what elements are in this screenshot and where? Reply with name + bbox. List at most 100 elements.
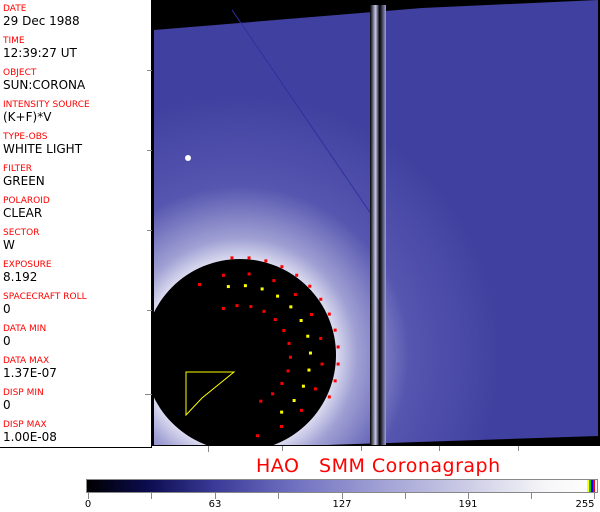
colorbar-tick-label: 127 [332, 499, 352, 510]
marker-dot [247, 272, 251, 276]
field-polaroid: POLAROID CLEAR [3, 196, 50, 220]
field-sector: SECTOR W [3, 228, 40, 252]
marker-dot [230, 256, 234, 260]
colorbar-tick [215, 493, 216, 499]
marker-dot [262, 309, 266, 313]
colorbar-tick [151, 493, 152, 499]
marker-dot [289, 305, 293, 309]
colorbar-overlay-green [589, 480, 591, 492]
occulter-pylon [370, 5, 386, 445]
field-label: TYPE-OBS [3, 132, 48, 142]
field-label: DATA MIN [3, 324, 47, 334]
axis-tick [439, 446, 440, 451]
marker-dot [319, 336, 323, 340]
field-value: W [3, 238, 15, 252]
marker-dot [301, 384, 305, 388]
field-value: 0 [3, 302, 11, 316]
colorbar-tick-label: 191 [458, 499, 478, 510]
marker-dot [292, 398, 296, 402]
field-label: EXPOSURE [3, 260, 52, 270]
marker-dot [336, 362, 340, 366]
field-time: TIME 12:39:27 UT [3, 36, 77, 60]
marker-dot [276, 294, 280, 298]
axis-tick [208, 446, 209, 452]
marker-dot [198, 282, 201, 286]
field-disp-min: DISP MIN 0 [3, 388, 44, 412]
coronagraph-image[interactable] [144, 0, 600, 451]
field-value: 0 [3, 334, 11, 348]
marker-dot [288, 355, 292, 359]
field-filter: FILTER GREEN [3, 164, 45, 188]
field-label: OBJECT [3, 68, 37, 78]
colorbar-overlay-blue [591, 480, 593, 492]
field-spacecraft-roll: SPACECRAFT ROLL 0 [3, 292, 87, 316]
field-label: INTENSITY SOURCE [3, 100, 90, 110]
marker-dot [327, 312, 331, 316]
field-exposure: EXPOSURE 8.192 [3, 260, 52, 284]
field-label: POLAROID [3, 196, 50, 206]
marker-dot [243, 284, 247, 288]
marker-dot [221, 273, 225, 277]
marker-dot [293, 293, 297, 297]
marker-dot [280, 265, 284, 269]
colorbar-tick-label: 63 [208, 499, 222, 510]
field-value: SUN:CORONA [3, 78, 86, 92]
field-label: SPACECRAFT ROLL [3, 292, 87, 302]
field-value: CLEAR [3, 206, 43, 220]
marker-dot [256, 434, 260, 438]
colorbar-overlay-red [593, 480, 595, 492]
marker-dot [260, 287, 264, 291]
field-label: SECTOR [3, 228, 40, 238]
marker-dot [273, 318, 277, 322]
marker-dot [247, 256, 251, 260]
field-disp-max: DISP MAX 1.00E-08 [3, 420, 57, 444]
axis-tick [282, 446, 283, 451]
field-value: (K+F)*V [3, 110, 52, 124]
axis-tick [518, 446, 519, 451]
colorbar [86, 479, 598, 493]
marker-dot [310, 313, 314, 316]
field-value: 1.37E-07 [3, 366, 57, 380]
marker-dot [313, 387, 317, 391]
field-label: TIME [3, 36, 25, 46]
pointer-marker [185, 371, 236, 417]
header-info-panel: DATE 29 Dec 1988 TIME 12:39:27 UT OBJECT SUN:… [0, 0, 152, 448]
field-data-max: DATA MAX 1.37E-07 [3, 356, 57, 380]
axis-tick [147, 230, 152, 231]
colorbar-tick-label: 255 [575, 499, 595, 510]
marker-dot [333, 328, 337, 332]
marker-dot [336, 345, 340, 349]
marker-dot [226, 285, 230, 289]
marker-dot [282, 329, 286, 332]
marker-dot [299, 408, 303, 412]
field-value: 0 [3, 398, 11, 412]
marker-dot [319, 297, 323, 301]
field-label: DATA MAX [3, 356, 50, 366]
marker-dot [287, 341, 291, 345]
marker-dot [306, 334, 310, 338]
marker-dot [307, 368, 311, 372]
field-value: 8.192 [3, 270, 38, 284]
field-date: DATE 29 Dec 1988 [3, 4, 80, 28]
colorbar-tick-label: 0 [84, 499, 92, 510]
field-value: 12:39:27 UT [3, 46, 77, 60]
field-value: WHITE LIGHT [3, 142, 83, 156]
marker-dot [259, 399, 263, 403]
occulter-markers [198, 256, 340, 438]
marker-dot [272, 279, 276, 283]
marker-dot [280, 381, 284, 385]
field-label: DISP MAX [3, 420, 47, 430]
marker-dot [327, 395, 331, 399]
diagonal-streak [231, 9, 383, 231]
field-type-obs: TYPE-OBS WHITE LIGHT [3, 132, 82, 156]
axis-tick [361, 446, 362, 451]
colorbar-tick [468, 493, 469, 499]
instrument-title: HAO SMM Coronagraph [256, 455, 501, 477]
marker-dot [280, 425, 283, 429]
axis-tick [145, 394, 152, 395]
colorbar-tick [88, 493, 89, 499]
marker-dot [308, 351, 312, 355]
marker-dot [221, 307, 225, 311]
marker-dot [286, 369, 290, 373]
field-label: FILTER [3, 164, 33, 174]
